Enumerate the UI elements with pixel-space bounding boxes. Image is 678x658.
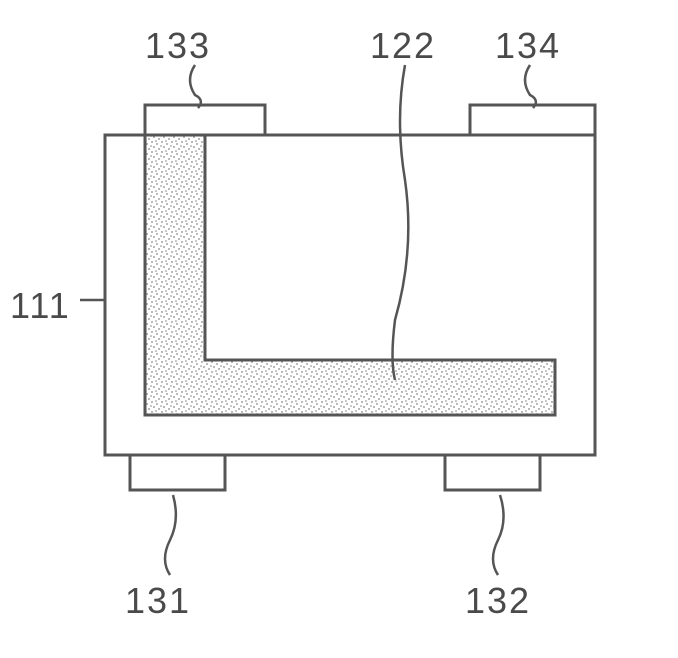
label-131: 131: [125, 580, 191, 622]
label-111: 111: [10, 285, 71, 327]
leader-131: [165, 495, 176, 575]
terminal-133: [145, 105, 265, 135]
leader-133: [190, 65, 201, 108]
label-134: 134: [495, 25, 561, 67]
leader-134: [525, 65, 536, 108]
terminal-134: [470, 105, 595, 135]
label-122: 122: [370, 25, 436, 67]
leader-132: [493, 495, 504, 575]
terminal-131: [130, 455, 225, 490]
schematic-svg: [0, 0, 678, 658]
terminal-132: [445, 455, 540, 490]
label-132: 132: [465, 580, 531, 622]
label-133: 133: [145, 25, 211, 67]
diagram-container: 133 122 134 111 131 132: [0, 0, 678, 658]
